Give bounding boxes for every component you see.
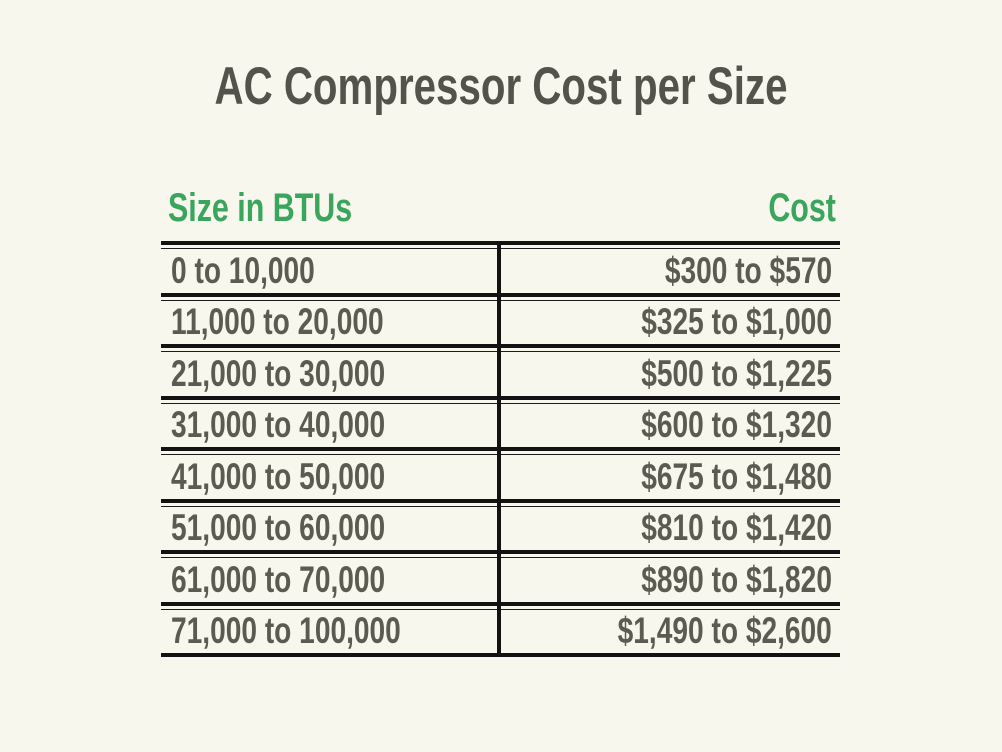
- size-cell-text: 41,000 to 50,000: [171, 455, 386, 497]
- table-row: 41,000 to 50,000 $675 to $1,480: [161, 455, 840, 499]
- column-header-cost: Cost: [768, 185, 836, 230]
- size-cell-text: 51,000 to 60,000: [171, 507, 386, 549]
- page-title-text: AC Compressor Cost per Size: [214, 57, 788, 116]
- size-cell-text: 21,000 to 30,000: [171, 352, 386, 394]
- cost-table: 0 to 10,000 $300 to $570 11,000 to 20,00…: [161, 241, 840, 657]
- cost-cell-text: $675 to $1,480: [641, 455, 832, 497]
- cost-cell-text: $600 to $1,320: [641, 404, 832, 446]
- cost-cell: $300 to $570: [497, 250, 840, 292]
- table-column-headers: Size in BTUs Cost: [161, 186, 840, 230]
- cost-cell: $810 to $1,420: [497, 507, 840, 549]
- table-row: 21,000 to 30,000 $500 to $1,225: [161, 352, 840, 396]
- cost-cell-text: $300 to $570: [664, 249, 832, 291]
- cost-cell: $890 to $1,820: [497, 559, 840, 601]
- cost-cell-text: $810 to $1,420: [641, 507, 832, 549]
- size-cell-text: 31,000 to 40,000: [171, 404, 386, 446]
- size-cell-text: 11,000 to 20,000: [171, 301, 384, 343]
- table-row: 0 to 10,000 $300 to $570: [161, 249, 840, 293]
- table-row: 11,000 to 20,000 $325 to $1,000: [161, 301, 840, 345]
- cost-cell: $1,490 to $2,600: [497, 610, 840, 652]
- size-cell: 51,000 to 60,000: [161, 507, 497, 549]
- cost-cell-text: $890 to $1,820: [641, 558, 832, 600]
- cost-cell: $325 to $1,000: [497, 301, 840, 343]
- size-cell: 31,000 to 40,000: [161, 404, 497, 446]
- column-divider: [497, 241, 501, 657]
- cost-cell: $675 to $1,480: [497, 456, 840, 498]
- size-cell: 71,000 to 100,000: [161, 610, 497, 652]
- cost-cell: $500 to $1,225: [497, 353, 840, 395]
- size-cell-text: 61,000 to 70,000: [171, 558, 386, 600]
- size-cell-text: 0 to 10,000: [171, 249, 315, 291]
- column-header-size: Size in BTUs: [168, 185, 353, 230]
- table-row: 71,000 to 100,000 $1,490 to $2,600: [161, 610, 840, 654]
- cost-cell-text: $1,490 to $2,600: [617, 610, 832, 652]
- table-row: 61,000 to 70,000 $890 to $1,820: [161, 558, 840, 602]
- size-cell: 11,000 to 20,000: [161, 301, 497, 343]
- cost-cell: $600 to $1,320: [497, 404, 840, 446]
- size-cell: 21,000 to 30,000: [161, 353, 497, 395]
- size-cell: 41,000 to 50,000: [161, 456, 497, 498]
- cost-cell-text: $325 to $1,000: [641, 301, 832, 343]
- size-cell: 61,000 to 70,000: [161, 559, 497, 601]
- page-title: AC Compressor Cost per Size: [0, 57, 1002, 116]
- table-row: 51,000 to 60,000 $810 to $1,420: [161, 507, 840, 551]
- table-row: 31,000 to 40,000 $600 to $1,320: [161, 404, 840, 448]
- cost-cell-text: $500 to $1,225: [641, 352, 832, 394]
- size-cell-text: 71,000 to 100,000: [171, 610, 401, 652]
- size-cell: 0 to 10,000: [161, 250, 497, 292]
